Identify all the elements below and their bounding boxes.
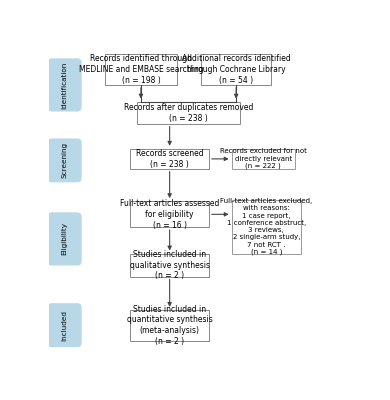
Bar: [105, 54, 177, 85]
Text: Studies included in
quantitative synthesis
(meta-analysis)
(n = 2 ): Studies included in quantitative synthes…: [127, 304, 213, 346]
Bar: [232, 149, 295, 169]
Bar: [130, 201, 209, 228]
Bar: [137, 102, 240, 124]
Text: Records identified through
MEDLINE and EMBASE searching
(n = 198 ): Records identified through MEDLINE and E…: [79, 54, 203, 85]
Text: Eligibility: Eligibility: [62, 222, 67, 256]
Text: Full-text articles assessed
for eligibility
(n = 16 ): Full-text articles assessed for eligibil…: [120, 199, 219, 230]
Text: Records screened
(n = 238 ): Records screened (n = 238 ): [136, 149, 204, 169]
Bar: [130, 254, 209, 277]
FancyBboxPatch shape: [48, 139, 81, 182]
Text: Records excluded for not
directly relevant
(n = 222 ): Records excluded for not directly releva…: [220, 148, 307, 169]
Text: Additional records identified
through Cochrane Library
(n = 54 ): Additional records identified through Co…: [182, 54, 291, 85]
Text: Screening: Screening: [62, 142, 67, 178]
Text: Identification: Identification: [62, 61, 67, 108]
Text: Records after duplicates removed
(n = 238 ): Records after duplicates removed (n = 23…: [124, 103, 253, 122]
Text: Included: Included: [62, 310, 67, 341]
Bar: [130, 310, 209, 341]
Bar: [130, 149, 209, 169]
Text: Full-text articles excluded,
with reasons:
1 case report,
1 conference abstruct,: Full-text articles excluded, with reason…: [220, 198, 312, 255]
FancyBboxPatch shape: [48, 59, 81, 111]
FancyBboxPatch shape: [48, 213, 81, 265]
FancyBboxPatch shape: [48, 304, 81, 347]
Bar: [201, 54, 271, 85]
Bar: [232, 200, 301, 254]
Text: Studies included in
qualitative synthesis
(n = 2 ): Studies included in qualitative synthesi…: [129, 250, 210, 280]
